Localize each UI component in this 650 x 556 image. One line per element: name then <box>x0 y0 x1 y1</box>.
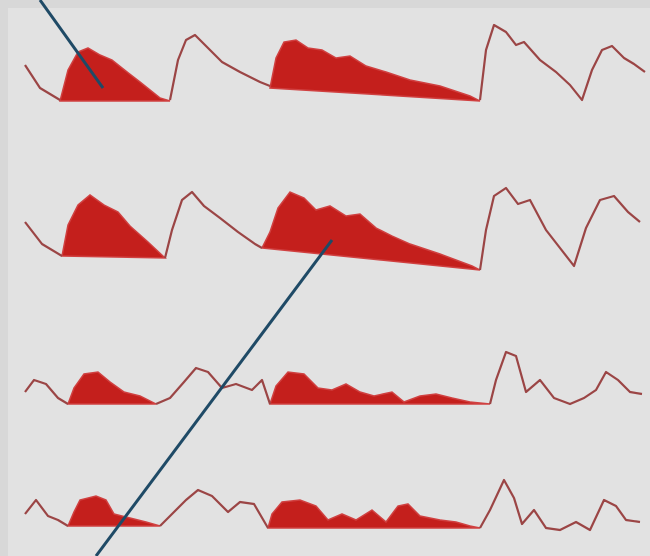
page: (() => { const data = JSON.parse(documen… <box>0 0 650 556</box>
photo <box>0 0 650 556</box>
